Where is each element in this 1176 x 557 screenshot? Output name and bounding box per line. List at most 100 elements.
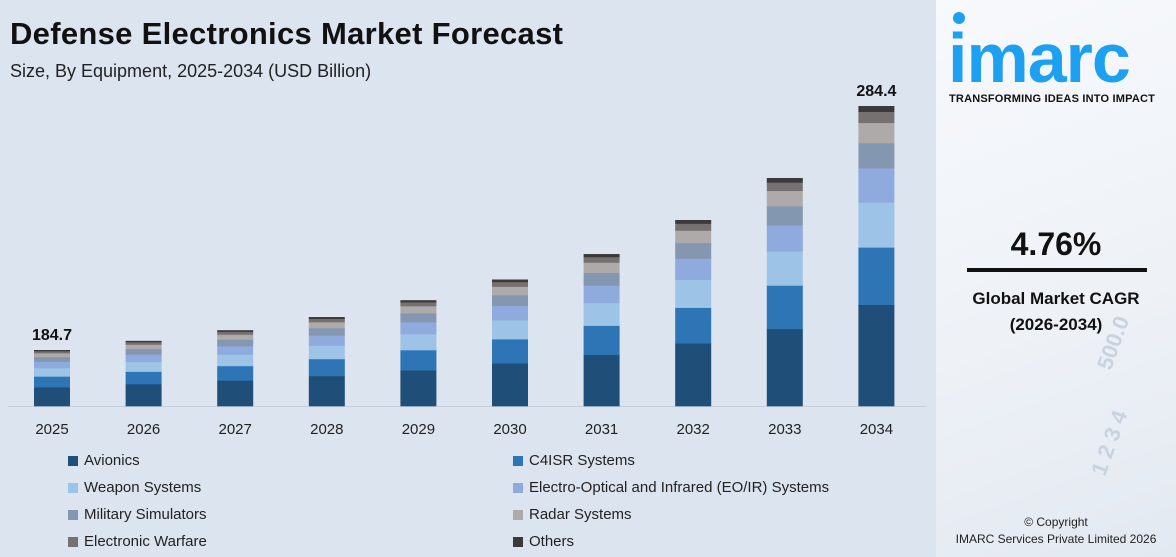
chart-subtitle: Size, By Equipment, 2025-2034 (USD Billi… <box>10 61 372 81</box>
bar-segment-electronic-warfare <box>675 223 712 231</box>
logo-tagline: TRANSFORMING IDEAS INTO IMPACT <box>949 93 1156 105</box>
bar-segment-weapon-systems <box>125 361 162 372</box>
legend-item: Military Simulators <box>68 506 207 523</box>
legend-label: Weapon Systems <box>84 479 202 496</box>
legend-item: Avionics <box>68 452 140 469</box>
bar-segment-electro-optical-and-infrared-eo-ir-systems <box>766 225 803 252</box>
bar-2026 <box>125 340 162 407</box>
legend-item: Radar Systems <box>513 506 632 523</box>
bar-segment-electronic-warfare <box>34 351 70 354</box>
bar-segment-others <box>858 106 895 112</box>
legend-label: Radar Systems <box>529 506 632 523</box>
bar-segment-electronic-warfare <box>400 302 437 307</box>
chart-panel: Defense Electronics Market Forecast Size… <box>0 0 936 557</box>
imarc-logo: imarc <box>948 19 1131 97</box>
x-tick-label: 2028 <box>310 421 343 438</box>
bar-segment-electronic-warfare <box>125 342 162 345</box>
bar-2032 <box>675 220 712 407</box>
bar-segment-radar-systems <box>766 190 803 207</box>
bar-segment-others <box>675 220 712 224</box>
x-tick-label: 2026 <box>127 421 160 438</box>
bar-segment-electro-optical-and-infrared-eo-ir-systems <box>125 354 162 363</box>
bar-segment-avionics <box>308 375 345 407</box>
bar-segment-radar-systems <box>217 334 254 340</box>
bar-segment-military-simulators <box>675 242 712 259</box>
bar-segment-electro-optical-and-infrared-eo-ir-systems <box>400 322 437 335</box>
legend-label: Avionics <box>84 452 140 469</box>
bar-segment-electronic-warfare <box>583 256 620 263</box>
legend-swatch <box>68 455 78 466</box>
legend-swatch <box>513 455 523 466</box>
bar-segment-c4isr-systems <box>400 350 437 371</box>
bar-segment-weapon-systems <box>217 354 254 367</box>
bar-2027 <box>217 330 254 407</box>
bar-segment-others <box>492 279 528 283</box>
bar-segment-avionics <box>858 304 895 407</box>
bar-segment-electronic-warfare <box>766 182 803 192</box>
bar-segment-avionics <box>125 383 162 407</box>
chart-title: Defense Electronics Market Forecast <box>10 16 564 51</box>
stacked-bar-chart: 2025 184.7 2026 2027 2028 2029 2030 2031 2032 203… <box>8 83 926 438</box>
bar-segment-avionics <box>583 354 620 407</box>
legend-item: Others <box>513 533 574 550</box>
legend-swatch <box>513 509 523 520</box>
bar-segment-electro-optical-and-infrared-eo-ir-systems <box>308 335 345 346</box>
bar-segment-military-simulators <box>492 295 528 306</box>
bar-2029 <box>400 300 437 407</box>
bar-segment-weapon-systems <box>675 279 712 308</box>
bar-segment-c4isr-systems <box>34 376 70 388</box>
bar-segment-military-simulators <box>858 142 895 169</box>
bar-segment-radar-systems <box>34 353 70 358</box>
bar-segment-weapon-systems <box>492 320 528 340</box>
cagr-label-line1: Global Market CAGR <box>972 289 1140 308</box>
legend-swatch <box>513 536 523 547</box>
bar-segment-electro-optical-and-infrared-eo-ir-systems <box>858 168 895 203</box>
bar-segment-c4isr-systems <box>766 285 803 330</box>
bar-segment-c4isr-systems <box>675 307 712 344</box>
copyright-line1: © Copyright <box>1024 515 1088 529</box>
brand-panel: 500.0 1 2 3 4 imarc TRANSFORMING IDEAS I… <box>936 0 1176 557</box>
bar-segment-c4isr-systems <box>308 358 345 377</box>
bar-segment-others <box>766 177 803 183</box>
bar-segment-radar-systems <box>583 262 620 274</box>
bar-segment-radar-systems <box>492 286 528 296</box>
legend-label: Others <box>529 533 575 550</box>
x-tick-label: 2027 <box>219 421 252 438</box>
cagr-divider <box>967 268 1147 272</box>
legend-label: Military Simulators <box>84 506 207 523</box>
bar-segment-radar-systems <box>675 230 712 244</box>
bar-segment-electronic-warfare <box>492 281 528 287</box>
decorative-background: 1 2 3 4 <box>1085 406 1133 479</box>
x-tick-label: 2025 <box>35 421 68 438</box>
bar-segment-electronic-warfare <box>858 111 895 124</box>
bar-segment-avionics <box>217 380 254 407</box>
bar-segment-radar-systems <box>125 344 162 350</box>
bar-segment-c4isr-systems <box>583 325 620 355</box>
copyright: © Copyright IMARC Services Private Limit… <box>936 514 1176 548</box>
bar-segment-avionics <box>675 343 712 407</box>
bar-2031 <box>583 254 620 407</box>
bar-2025 <box>34 350 70 407</box>
bar-segment-military-simulators <box>400 313 437 323</box>
bar-segment-military-simulators <box>217 339 254 347</box>
bar-segment-radar-systems <box>308 322 345 329</box>
bar-2028 <box>308 317 345 407</box>
bar-segment-c4isr-systems <box>125 371 162 385</box>
bar-segment-weapon-systems <box>400 334 437 351</box>
bar-2033 <box>766 177 803 407</box>
legend-label: C4ISR Systems <box>529 452 635 469</box>
bar-segment-weapon-systems <box>583 302 620 326</box>
bar-segment-weapon-systems <box>308 345 345 360</box>
bar-2030 <box>492 279 528 407</box>
bar-segment-military-simulators <box>308 327 345 336</box>
bar-segment-electronic-warfare <box>217 331 254 335</box>
bar-segment-military-simulators <box>583 272 620 286</box>
legend-label: Electronic Warfare <box>84 533 207 550</box>
legend-item: Electro-Optical and Infrared (EO/IR) Sys… <box>513 479 829 496</box>
x-tick-label: 2033 <box>768 421 801 438</box>
bar-segment-military-simulators <box>34 356 70 362</box>
bar-segment-avionics <box>400 370 437 407</box>
bar-segment-c4isr-systems <box>858 247 895 305</box>
x-tick-label: 2031 <box>585 421 618 438</box>
bar-segment-military-simulators <box>766 206 803 226</box>
